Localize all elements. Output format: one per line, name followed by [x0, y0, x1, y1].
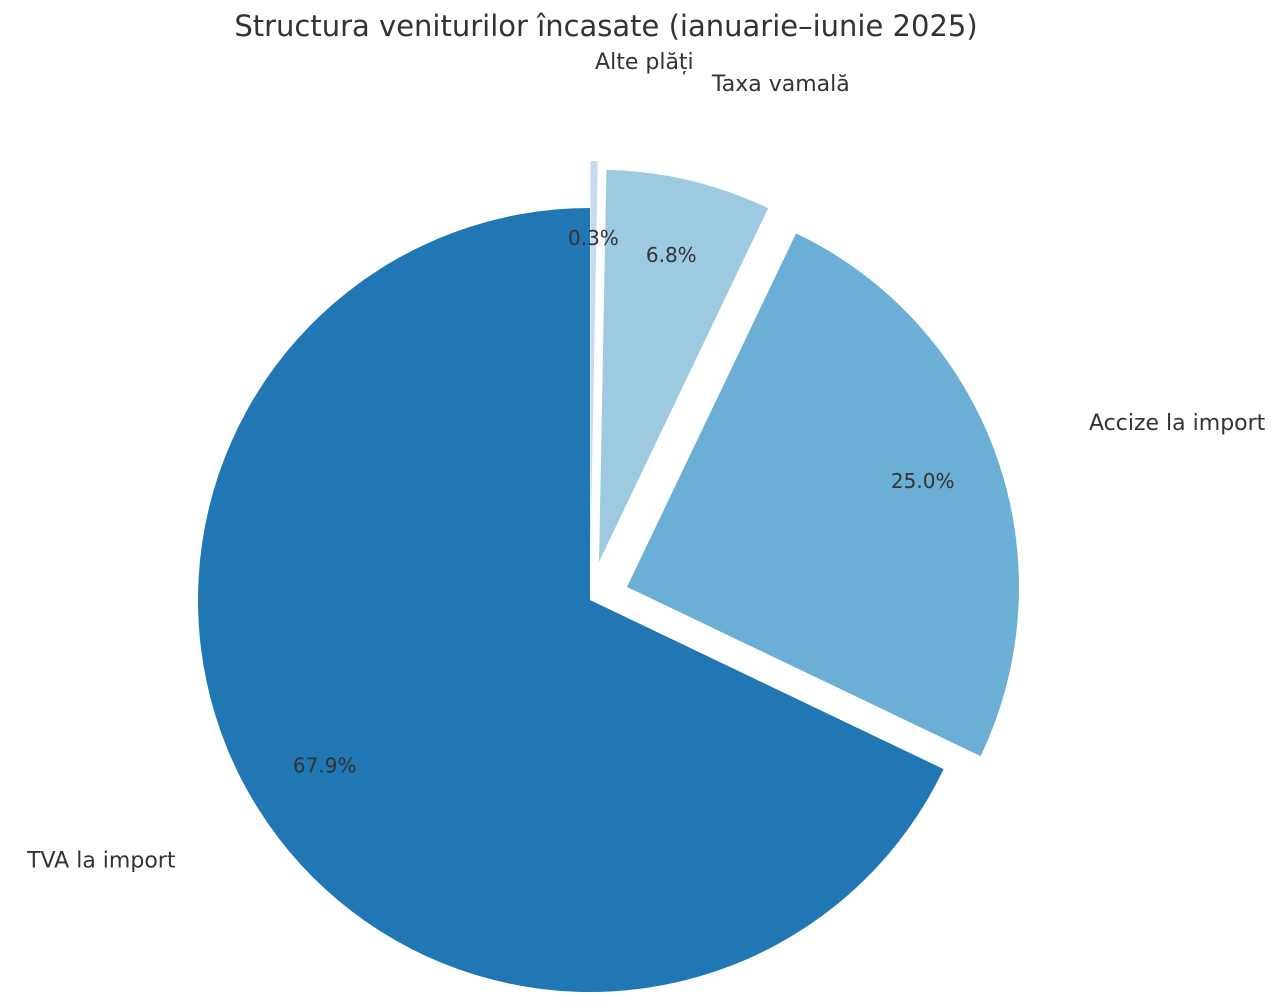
slice-label: Alte plăți [595, 50, 694, 75]
percent-label: 6.8% [646, 243, 697, 267]
percent-label: 0.3% [568, 226, 619, 250]
slice-label: Accize la import [1089, 411, 1266, 436]
percent-label: 67.9% [293, 754, 357, 778]
pie-slice [198, 208, 944, 992]
slice-label: TVA la import [26, 848, 176, 873]
chart-title: Structura veniturilor încasate (ianuarie… [234, 9, 977, 43]
pie-slice [626, 233, 1019, 757]
percent-label: 25.0% [891, 469, 955, 493]
pie-slice [590, 160, 598, 553]
slice-label: Taxa vamală [711, 72, 850, 97]
pie-slice [599, 169, 769, 562]
